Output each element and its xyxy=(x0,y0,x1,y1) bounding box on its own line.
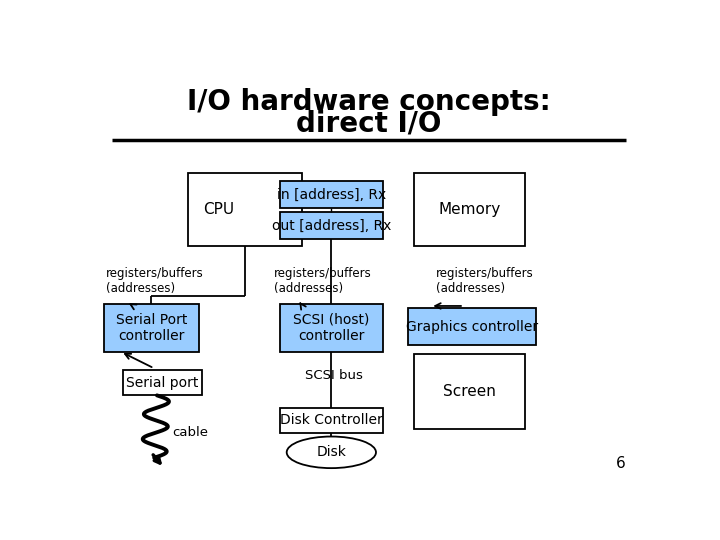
Bar xyxy=(413,354,526,429)
Text: in [address], Rx: in [address], Rx xyxy=(276,188,386,202)
Bar xyxy=(280,212,383,239)
Bar xyxy=(188,173,302,246)
Bar xyxy=(104,304,199,352)
Bar xyxy=(408,308,536,346)
Text: cable: cable xyxy=(173,426,209,439)
Text: registers/buffers
(addresses): registers/buffers (addresses) xyxy=(436,267,534,295)
Bar xyxy=(280,408,383,433)
Text: Disk Controller: Disk Controller xyxy=(280,413,383,427)
Text: Graphics controller: Graphics controller xyxy=(406,320,539,334)
Bar xyxy=(413,173,526,246)
Text: CPU: CPU xyxy=(203,202,234,217)
Bar xyxy=(124,370,202,395)
Text: SCSI (host)
controller: SCSI (host) controller xyxy=(293,313,369,343)
Ellipse shape xyxy=(287,436,376,468)
Bar xyxy=(280,304,383,352)
Text: Serial Port
controller: Serial Port controller xyxy=(116,313,187,343)
Text: Memory: Memory xyxy=(438,202,500,217)
Text: out [address], Rx: out [address], Rx xyxy=(271,219,391,233)
Text: direct I/O: direct I/O xyxy=(297,110,441,138)
Text: registers/buffers
(addresses): registers/buffers (addresses) xyxy=(106,267,203,295)
Text: Serial port: Serial port xyxy=(126,376,199,390)
Text: SCSI bus: SCSI bus xyxy=(305,369,363,382)
Text: registers/buffers
(addresses): registers/buffers (addresses) xyxy=(274,267,372,295)
Text: Screen: Screen xyxy=(443,384,496,399)
Bar xyxy=(280,181,383,208)
Text: I/O hardware concepts:: I/O hardware concepts: xyxy=(187,88,551,116)
Text: Disk: Disk xyxy=(316,446,346,460)
Text: 6: 6 xyxy=(616,456,626,471)
